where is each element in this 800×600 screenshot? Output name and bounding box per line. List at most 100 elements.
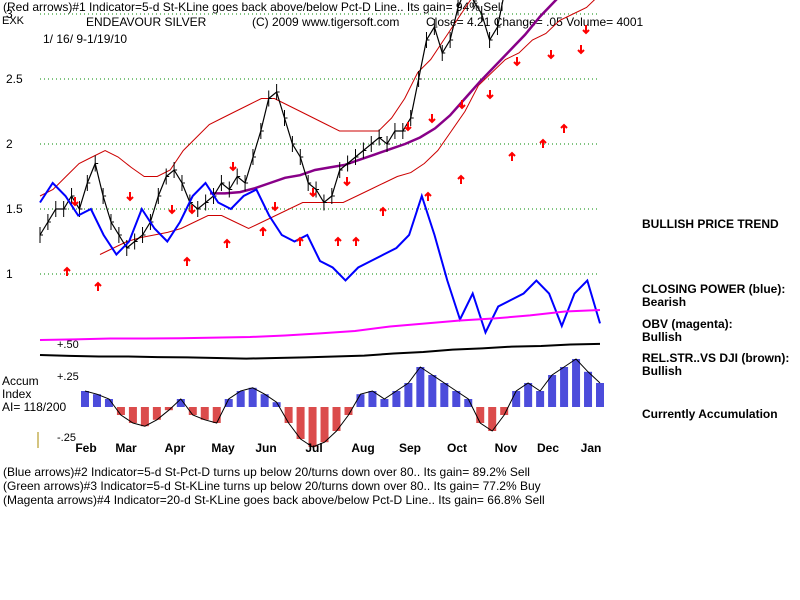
- accum-bar: [440, 383, 449, 407]
- buy-arrow: [63, 266, 71, 276]
- accum-bar: [320, 407, 329, 443]
- accum-bar: [152, 407, 161, 420]
- sell-arrow: [577, 45, 585, 55]
- x-tick-label: Mar: [115, 441, 137, 455]
- ticker-symbol: EXK: [2, 15, 25, 27]
- accum-bar: [584, 371, 593, 407]
- buy-arrow: [352, 236, 360, 246]
- buy-arrow: [334, 236, 342, 246]
- sell-arrow: [486, 90, 494, 100]
- upper-band-line: [39, 0, 472, 197]
- accum-bar: [356, 394, 365, 407]
- accum-bar: [464, 399, 473, 407]
- sell-arrow: [71, 197, 79, 207]
- accum-bar: [284, 407, 293, 423]
- index-label: Index: [2, 387, 32, 401]
- x-tick-label: Feb: [75, 441, 96, 455]
- level-25-label: +.25: [57, 371, 79, 383]
- x-tick-label: Sep: [399, 441, 421, 455]
- accum-bar: [224, 399, 233, 407]
- accum-bar: [572, 359, 581, 407]
- accum-average-line: [84, 358, 601, 448]
- accum-bar: [428, 375, 437, 407]
- sell-arrow: [513, 57, 521, 67]
- header-indicator-1: (Red arrows)#1 Indicator=5-d St-KLine go…: [3, 0, 504, 14]
- accum-bar: [260, 394, 269, 407]
- accum-bar: [560, 367, 569, 407]
- accum-bar: [380, 399, 389, 407]
- buy-arrow: [296, 236, 304, 246]
- accum-bar: [81, 391, 89, 407]
- price-bars: [39, 0, 504, 256]
- x-tick-label: Apr: [165, 441, 186, 455]
- accum-bar: [164, 407, 173, 411]
- accum-label: Accum: [2, 374, 39, 388]
- sell-arrow: [404, 122, 412, 132]
- accum-bar: [236, 391, 245, 407]
- rel-strength-value: Bullish: [642, 364, 683, 378]
- stock-name: ENDEAVOUR SILVER: [86, 15, 207, 29]
- x-tick-label: May: [211, 441, 235, 455]
- accum-bar: [512, 391, 521, 407]
- accum-bar: [140, 407, 149, 427]
- sell-arrow: [188, 205, 196, 215]
- accum-bar: [176, 399, 185, 407]
- sell-arrow: [582, 25, 590, 35]
- signal-arrows: [63, 25, 590, 291]
- sell-arrow: [271, 202, 279, 212]
- accum-bar: [344, 407, 353, 415]
- x-tick-label: Jun: [255, 441, 276, 455]
- buy-arrow: [560, 123, 568, 133]
- obv-line: [39, 309, 601, 341]
- lower-band-line: [99, 0, 596, 255]
- accum-bar: [128, 407, 137, 423]
- y-tick-label: 2.5: [6, 72, 23, 86]
- relative-strength-line: [39, 342, 601, 360]
- closing-power-line: [39, 181, 601, 336]
- accum-bar: [272, 402, 281, 407]
- sell-arrow: [309, 188, 317, 198]
- accum-bar: [416, 367, 425, 407]
- closing-power-line: [39, 181, 601, 336]
- sell-arrow: [343, 177, 351, 187]
- level-50-label: +.50: [57, 339, 79, 351]
- price-chart: 11.522.533.544.5 FebMarAprMayJunJulAugSe…: [6, 0, 604, 455]
- buy-arrow: [183, 256, 191, 266]
- x-tick-label: Jul: [305, 441, 322, 455]
- accum-bar: [536, 391, 545, 407]
- accum-bar: [104, 399, 113, 407]
- sell-arrow: [229, 162, 237, 172]
- moving-average-line: [210, 0, 558, 195]
- ai-label: AI= 118/200: [2, 400, 67, 414]
- accum-bar: [296, 407, 305, 439]
- y-tick-label: 2: [6, 137, 13, 151]
- x-axis-ticks: Feb Mar Apr May Jun Jul Aug Sep Oct Nov Dec Jan: [75, 441, 601, 455]
- grid-lines: [40, 13, 600, 275]
- accum-bar: [500, 407, 509, 415]
- x-tick-label: Aug: [351, 441, 374, 455]
- buy-arrow: [539, 138, 547, 148]
- date-range: 1/ 16/ 9-1/19/10: [43, 32, 128, 46]
- moving-average: [210, 0, 558, 195]
- accum-bar: [596, 383, 604, 407]
- obv-line: [39, 309, 601, 341]
- x-tick-label: Oct: [447, 441, 467, 455]
- sell-arrow: [126, 192, 134, 202]
- accum-bar: [488, 407, 497, 431]
- footer-indicator-2: (Blue arrows)#2 Indicator=5-d St-Pct-D t…: [3, 465, 530, 479]
- accumulation-status: Currently Accumulation: [642, 407, 778, 421]
- y-axis-ticks: 11.522.533.544.5: [6, 7, 23, 281]
- buy-arrow: [94, 281, 102, 291]
- sell-arrow: [547, 50, 555, 60]
- accum-bar: [404, 383, 413, 407]
- y-tick-label: 1.5: [6, 202, 23, 216]
- x-tick-label: Nov: [495, 441, 518, 455]
- accum-bar: [212, 407, 221, 423]
- buy-arrow: [457, 174, 465, 184]
- accum-bar: [248, 387, 257, 407]
- accum-bar: [476, 407, 485, 423]
- x-tick-label: Dec: [537, 441, 559, 455]
- accum-bar: [368, 391, 377, 407]
- bollinger-bands: [39, 0, 596, 255]
- accum-bar: [200, 407, 209, 420]
